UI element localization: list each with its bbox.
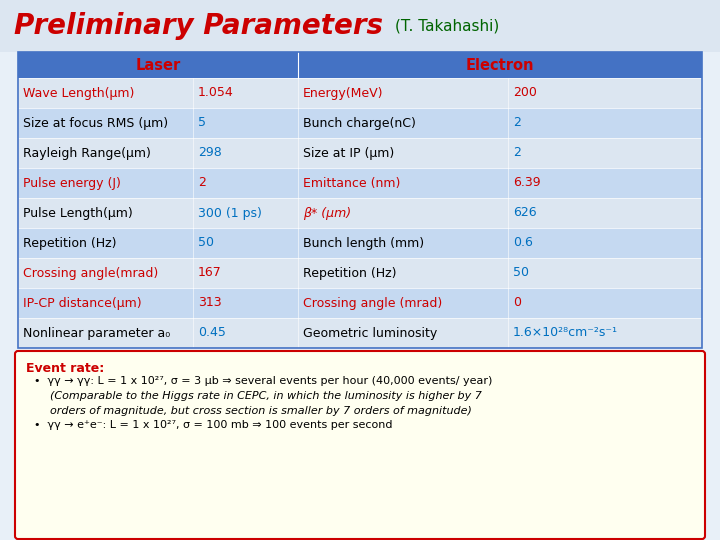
Text: 5: 5 — [198, 117, 206, 130]
Text: Laser: Laser — [135, 57, 181, 72]
Text: 2: 2 — [513, 117, 521, 130]
Text: Repetition (Hz): Repetition (Hz) — [23, 237, 117, 249]
Text: Preliminary Parameters: Preliminary Parameters — [14, 12, 383, 40]
Bar — [18, 138, 702, 168]
Text: Bunch length (mm): Bunch length (mm) — [303, 237, 424, 249]
Text: 200: 200 — [513, 86, 537, 99]
Text: Crossing angle(mrad): Crossing angle(mrad) — [23, 267, 158, 280]
Bar — [18, 198, 702, 228]
Text: 313: 313 — [198, 296, 222, 309]
Bar — [18, 52, 702, 348]
Text: Event rate:: Event rate: — [26, 362, 104, 375]
Text: Geometric luminosity: Geometric luminosity — [303, 327, 437, 340]
Text: 626: 626 — [513, 206, 536, 219]
Bar — [18, 228, 702, 258]
Text: (Comparable to the Higgs rate in CEPC, in which the luminosity is higher by 7: (Comparable to the Higgs rate in CEPC, i… — [50, 391, 482, 401]
Text: 0.45: 0.45 — [198, 327, 226, 340]
Bar — [18, 258, 702, 288]
Text: Crossing angle (mrad): Crossing angle (mrad) — [303, 296, 442, 309]
Text: 2: 2 — [513, 146, 521, 159]
Text: β* (μm): β* (μm) — [303, 206, 351, 219]
Text: (T. Takahashi): (T. Takahashi) — [395, 18, 499, 33]
FancyBboxPatch shape — [15, 351, 705, 539]
Text: Nonlinear parameter a₀: Nonlinear parameter a₀ — [23, 327, 170, 340]
Bar — [18, 52, 702, 78]
Text: 50: 50 — [198, 237, 214, 249]
Text: 6.39: 6.39 — [513, 177, 541, 190]
Text: 1.054: 1.054 — [198, 86, 234, 99]
Text: •  γγ → γγ: L = 1 x 10²⁷, σ = 3 μb ⇒ several events per hour (40,000 events/ yea: • γγ → γγ: L = 1 x 10²⁷, σ = 3 μb ⇒ seve… — [34, 376, 492, 387]
Text: 0.6: 0.6 — [513, 237, 533, 249]
Text: Pulse Length(μm): Pulse Length(μm) — [23, 206, 132, 219]
Text: Size at IP (μm): Size at IP (μm) — [303, 146, 395, 159]
Text: 0: 0 — [513, 296, 521, 309]
Text: 2: 2 — [198, 177, 206, 190]
Bar — [18, 78, 702, 108]
Text: Emittance (nm): Emittance (nm) — [303, 177, 400, 190]
Text: Pulse energy (J): Pulse energy (J) — [23, 177, 121, 190]
Bar — [18, 318, 702, 348]
Text: •  γγ → e⁺e⁻: L = 1 x 10²⁷, σ = 100 mb ⇒ 100 events per second: • γγ → e⁺e⁻: L = 1 x 10²⁷, σ = 100 mb ⇒ … — [34, 420, 392, 430]
Text: Electron: Electron — [466, 57, 534, 72]
Text: Bunch charge(nC): Bunch charge(nC) — [303, 117, 416, 130]
Text: Energy(MeV): Energy(MeV) — [303, 86, 384, 99]
Bar — [18, 288, 702, 318]
Text: orders of magnitude, but cross section is smaller by 7 orders of magnitude): orders of magnitude, but cross section i… — [50, 406, 472, 415]
Text: Wave Length(μm): Wave Length(μm) — [23, 86, 135, 99]
Text: IP-CP distance(μm): IP-CP distance(μm) — [23, 296, 142, 309]
Text: 50: 50 — [513, 267, 529, 280]
Text: 300 (1 ps): 300 (1 ps) — [198, 206, 262, 219]
Text: Rayleigh Range(μm): Rayleigh Range(μm) — [23, 146, 151, 159]
Text: Size at focus RMS (μm): Size at focus RMS (μm) — [23, 117, 168, 130]
Bar — [0, 0, 720, 52]
Bar — [18, 108, 702, 138]
Text: 298: 298 — [198, 146, 222, 159]
Text: Repetition (Hz): Repetition (Hz) — [303, 267, 397, 280]
Text: 167: 167 — [198, 267, 222, 280]
Bar — [18, 168, 702, 198]
Text: 1.6×10²⁸cm⁻²s⁻¹: 1.6×10²⁸cm⁻²s⁻¹ — [513, 327, 618, 340]
